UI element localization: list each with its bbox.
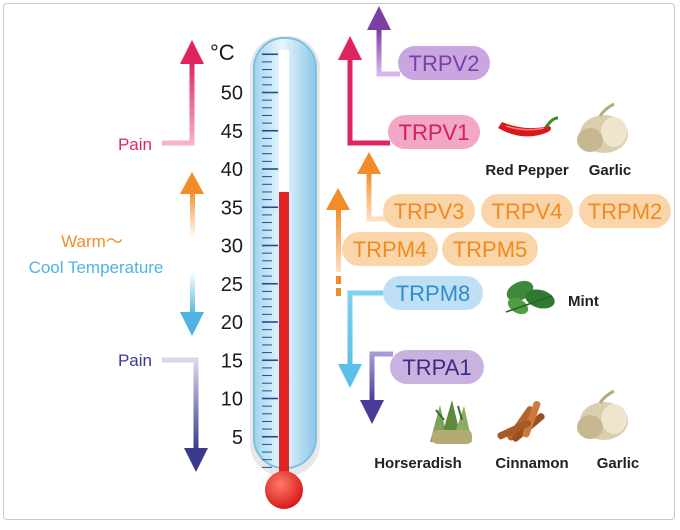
trpa1-arrow	[360, 351, 393, 424]
red-pepper-label: Red Pepper	[485, 162, 569, 179]
svg-text:TRPV2: TRPV2	[409, 51, 480, 76]
scale-label: 5	[232, 427, 243, 449]
channel-trpv4: TRPV4	[481, 194, 573, 228]
channel-trpm5: TRPM5	[442, 232, 538, 266]
horseradish-icon	[430, 400, 472, 444]
scale-label: 20	[221, 312, 243, 334]
cinnamon-label: Cinnamon	[495, 455, 568, 472]
garlic-icon	[577, 389, 628, 440]
garlic-label-bottom: Garlic	[597, 455, 640, 472]
thermometer-bulb	[265, 471, 303, 509]
scale-label: 40	[221, 159, 243, 181]
garlic-label-top: Garlic	[589, 162, 632, 179]
svg-text:TRPM8: TRPM8	[396, 281, 471, 306]
cinnamon-icon	[497, 400, 545, 442]
warm-up-arrow	[180, 172, 204, 238]
mercury-column	[279, 191, 289, 478]
svg-text:TRPV3: TRPV3	[394, 199, 465, 224]
svg-text:TRPV1: TRPV1	[399, 120, 470, 145]
thermometer-scale	[262, 53, 278, 468]
channel-trpm8: TRPM8	[383, 276, 483, 310]
garlic-icon	[577, 102, 628, 153]
trpv2-arrow	[367, 6, 400, 77]
scale-label: 50	[221, 83, 243, 105]
scale-label: 45	[221, 121, 243, 143]
channel-trpm2: TRPM2	[579, 194, 671, 228]
red-pepper-icon	[498, 116, 559, 137]
cool-down-arrow	[180, 272, 204, 336]
svg-text:TRPM2: TRPM2	[588, 199, 663, 224]
mint-label: Mint	[568, 293, 599, 310]
channel-trpv2: TRPV2	[398, 46, 490, 80]
channel-trpv3: TRPV3	[383, 194, 475, 228]
warm-label: Warm～	[61, 232, 123, 251]
svg-text:TRPM4: TRPM4	[353, 237, 428, 262]
scale-label: 15	[221, 350, 243, 372]
mint-icon	[505, 280, 555, 315]
svg-text:TRPM5: TRPM5	[453, 237, 528, 262]
trpm8-arrow	[338, 290, 387, 388]
pain-hot-label: Pain	[118, 135, 152, 154]
scale-label: 25	[221, 274, 243, 296]
channel-trpa1: TRPA1	[390, 350, 484, 384]
thermometer	[250, 36, 320, 509]
temperature-scale-labels: 50 45 40 35 30 25 20 15 10 5	[221, 83, 243, 449]
trpm4-arrow	[326, 188, 350, 296]
unit-label: °C	[210, 40, 235, 65]
svg-text:TRPV4: TRPV4	[492, 199, 563, 224]
scale-label: 30	[221, 236, 243, 258]
pain-cold-label: Pain	[118, 351, 152, 370]
trpv3-arrow	[357, 152, 387, 222]
svg-text:TRPA1: TRPA1	[402, 355, 471, 380]
pain-cold-arrow	[162, 357, 208, 472]
channel-trpv1: TRPV1	[388, 115, 480, 149]
horseradish-label: Horseradish	[374, 455, 462, 472]
pain-hot-arrow	[162, 40, 204, 146]
trpv1-arrow	[338, 36, 390, 146]
cool-temperature-label: Cool Temperature	[29, 258, 164, 277]
channel-trpm4: TRPM4	[342, 232, 438, 266]
scale-label: 35	[221, 197, 243, 219]
scale-label: 10	[221, 389, 243, 411]
